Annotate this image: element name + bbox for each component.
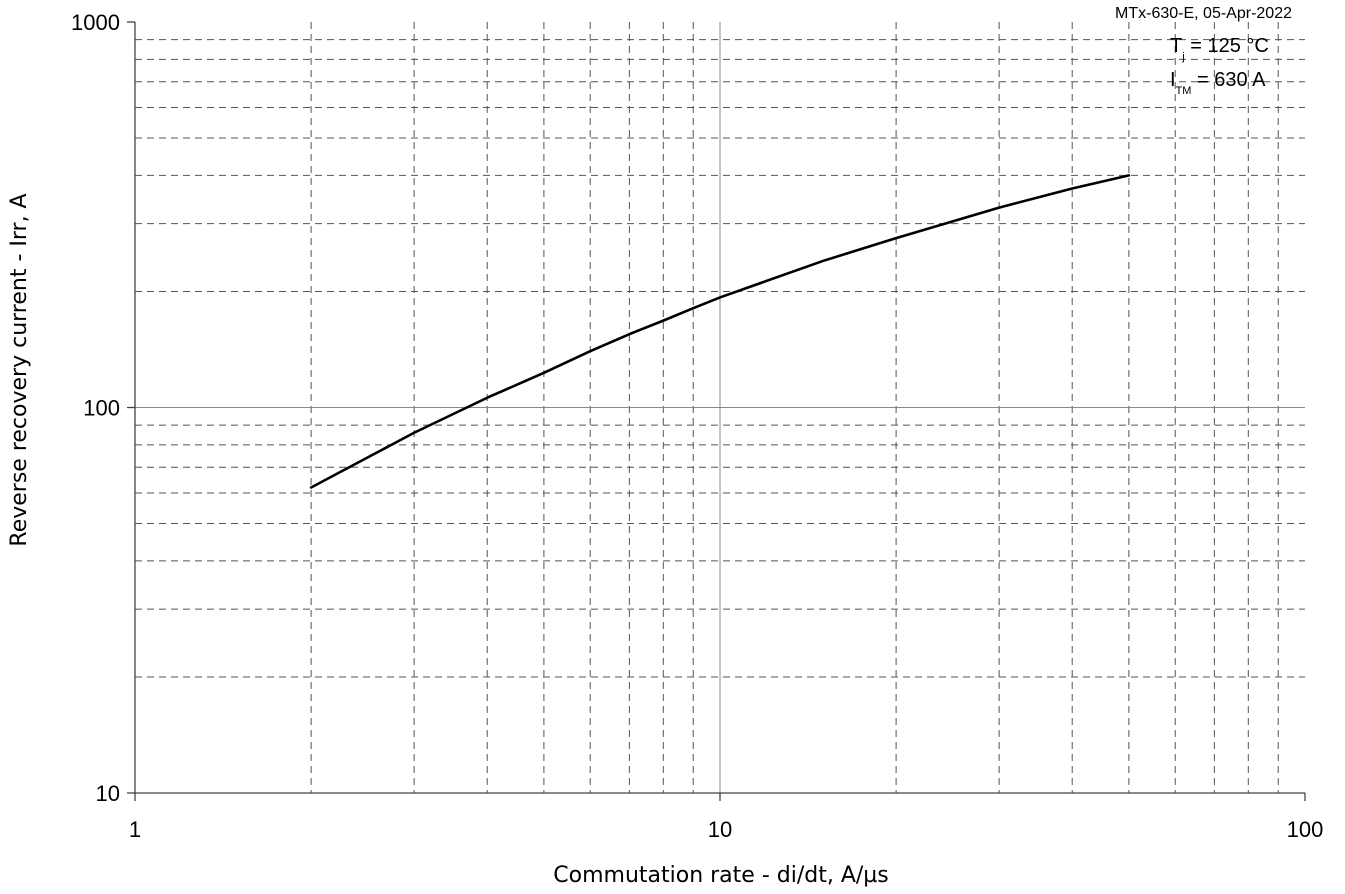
condition-tj: Tj = 125 °C xyxy=(1170,35,1269,63)
y-axis-label: Reverse recovery current - Irr, A xyxy=(7,193,32,546)
x-tick-label: 1 xyxy=(129,817,141,842)
y-tick-label: 10 xyxy=(96,781,120,806)
x-tick-label: 10 xyxy=(708,817,732,842)
y-tick-label: 100 xyxy=(83,396,120,421)
condition-itm-value: = 630 A xyxy=(1191,69,1266,91)
series-layer xyxy=(309,174,1131,489)
condition-tj-subscript: j xyxy=(1181,51,1184,63)
series-line-0 xyxy=(309,174,1131,489)
tick-labels: 1 10 100 10 100 1000 xyxy=(71,10,1323,842)
condition-tj-value: = 125 °C xyxy=(1185,35,1269,57)
x-axis-label: Commutation rate - di/dt, A/µs xyxy=(553,863,888,888)
major-gridlines xyxy=(135,22,1305,793)
x-tick-label: 100 xyxy=(1287,817,1324,842)
condition-itm-subscript: TM xyxy=(1176,85,1192,97)
y-tick-label: 1000 xyxy=(71,10,120,35)
source-note: MTx-630-E, 05-Apr-2022 xyxy=(1115,5,1292,22)
condition-itm: ITM = 630 A xyxy=(1170,69,1266,97)
condition-tj-symbol: T xyxy=(1170,35,1182,57)
condition-itm-symbol: I xyxy=(1170,69,1176,91)
